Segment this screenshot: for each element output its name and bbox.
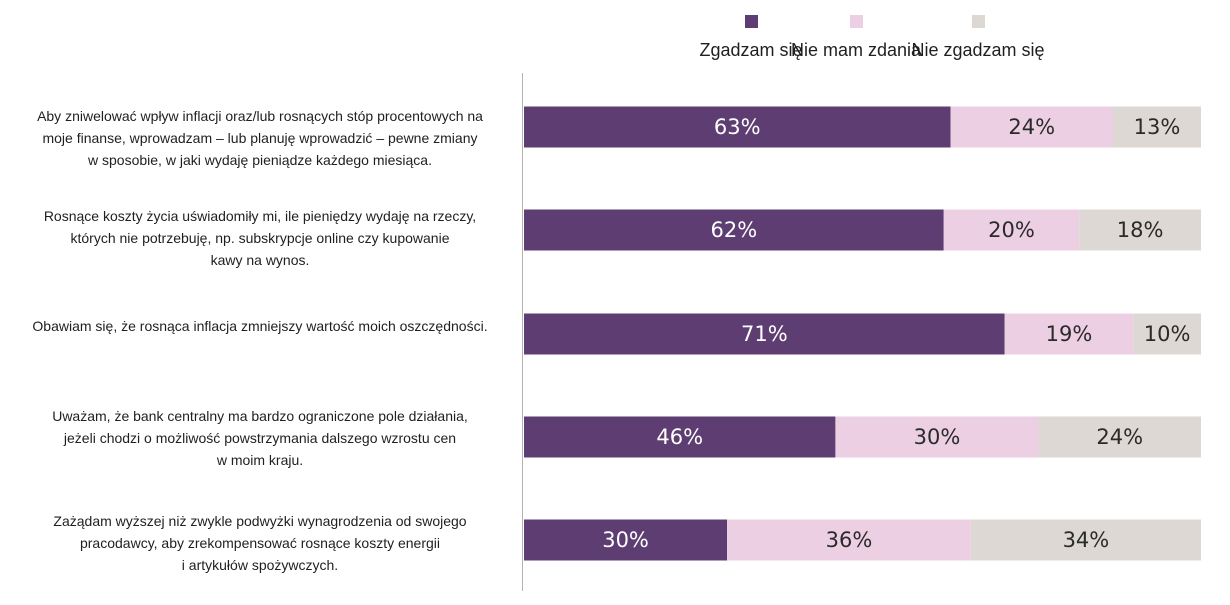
bar-segment-1-row-2 bbox=[524, 209, 944, 251]
bar-segment-3-row-5 bbox=[970, 519, 1201, 561]
legend-label-1: Zgadzam się bbox=[699, 40, 803, 60]
legend-label-3: Nie zgadzam się bbox=[911, 40, 1045, 60]
legend-swatch-3 bbox=[972, 15, 985, 28]
bar-segment-2-row-3 bbox=[1004, 313, 1134, 355]
bar-row-3: 71% 19% 10% bbox=[524, 313, 1201, 355]
data-label-1-row-1: 63% bbox=[714, 115, 761, 139]
data-label-1-row-3: 71% bbox=[741, 322, 788, 346]
category-label-5: Zażądam wyższej niż zwykle podwyżki wyna… bbox=[53, 513, 467, 573]
data-label-2-row-1: 24% bbox=[1008, 115, 1055, 139]
data-label-1-row-2: 62% bbox=[711, 218, 758, 242]
data-label-3-row-1: 13% bbox=[1134, 115, 1181, 139]
legend-swatch-1 bbox=[745, 15, 758, 28]
data-label-2-row-5: 36% bbox=[826, 528, 873, 552]
data-label-2-row-2: 20% bbox=[988, 218, 1035, 242]
data-label-3-row-2: 18% bbox=[1117, 218, 1164, 242]
bar-row-2: 62% 20% 18% bbox=[524, 209, 1201, 251]
bar-segment-3-row-1 bbox=[1112, 106, 1201, 148]
data-label-3-row-4: 24% bbox=[1096, 425, 1143, 449]
bar-segment-1-row-4 bbox=[524, 416, 836, 458]
bar-segment-3-row-2 bbox=[1079, 209, 1201, 251]
bar-segment-3-row-4 bbox=[1038, 416, 1201, 458]
data-label-2-row-3: 19% bbox=[1046, 322, 1093, 346]
bar-segment-2-row-1 bbox=[950, 106, 1113, 148]
bar-row-5: 30% 36% 34% bbox=[524, 519, 1201, 561]
bar-segment-2-row-4 bbox=[835, 416, 1039, 458]
category-axis-line bbox=[522, 73, 523, 591]
category-label-4: Uważam, że bank centralny ma bardzo ogra… bbox=[52, 408, 468, 468]
category-label-1: Aby zniwelować wpływ inflacji oraz/lub r… bbox=[37, 108, 483, 168]
bar-row-1: 63% 24% 13% bbox=[524, 106, 1201, 148]
bar-segment-1-row-5 bbox=[524, 519, 728, 561]
legend: Zgadzam się Nie mam zdania Nie zgadzam się bbox=[0, 0, 1230, 70]
data-label-1-row-4: 46% bbox=[656, 425, 703, 449]
bar-row-4: 46% 30% 24% bbox=[524, 416, 1201, 458]
data-label-3-row-5: 34% bbox=[1063, 528, 1110, 552]
bar-segment-2-row-5 bbox=[727, 519, 971, 561]
legend-label-2: Nie mam zdania bbox=[790, 40, 922, 60]
category-label-2: Rosnące koszty życia uświadomiły mi, ile… bbox=[43, 208, 477, 268]
bar-segment-1-row-1 bbox=[524, 106, 951, 148]
bar-segment-2-row-2 bbox=[943, 209, 1080, 251]
bar-segment-3-row-3 bbox=[1133, 313, 1201, 355]
category-label-3: Obawiam się, że rosnąca inflacja zmniejs… bbox=[32, 318, 488, 334]
data-label-1-row-5: 30% bbox=[602, 528, 649, 552]
legend-swatch-2 bbox=[850, 15, 863, 28]
bar-segment-1-row-3 bbox=[524, 313, 1005, 355]
data-label-2-row-4: 30% bbox=[914, 425, 961, 449]
data-label-3-row-3: 10% bbox=[1144, 322, 1191, 346]
